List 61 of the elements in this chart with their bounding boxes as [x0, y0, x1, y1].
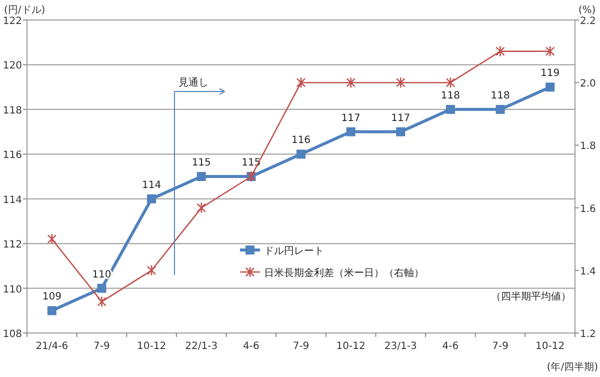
x-tick-label: 7-9 [292, 341, 310, 352]
y-tick-label: 116 [2, 150, 22, 162]
point [146, 264, 156, 276]
x-tick-label: 23/1-3 [384, 341, 417, 352]
x-tick-label: 10-12 [336, 341, 366, 352]
legend-label: 日米長期金利差（米ー日）（右軸） [264, 267, 424, 279]
point [396, 76, 406, 88]
point [196, 202, 206, 214]
y2-tick-label: 1.6 [580, 204, 596, 215]
x-tick-label: 7-9 [492, 341, 508, 352]
x-tick-label: 7-9 [94, 341, 110, 352]
data-label: 118 [490, 90, 510, 102]
data-label: 114 [142, 180, 162, 191]
point [496, 104, 505, 114]
data-label: 119 [540, 68, 560, 80]
annotation: （四半期平均値） [491, 290, 571, 302]
y2-tick-label: 2.2 [580, 16, 596, 27]
legend-label: ドル円レート [264, 246, 324, 257]
data-label: 117 [341, 112, 360, 124]
point [296, 76, 306, 88]
x-tick-label: 10-12 [137, 341, 166, 352]
point [97, 296, 106, 308]
point [196, 172, 206, 181]
x-axis-title: (年/四半期) [546, 361, 598, 373]
y2-tick-label: 1.4 [580, 266, 596, 278]
data-label: 118 [440, 90, 460, 102]
point [346, 76, 356, 88]
point [446, 104, 455, 114]
y-tick-label: 122 [2, 16, 22, 27]
y-tick-label: 112 [2, 240, 22, 251]
y2-tick-label: 1.2 [580, 329, 596, 340]
point [296, 150, 306, 159]
data-label: 116 [291, 135, 311, 146]
y2-tick-label: 1.8 [580, 141, 596, 152]
x-tick-label: 4-6 [442, 341, 459, 352]
point [97, 284, 106, 293]
y2-tick-label: 2.0 [580, 78, 596, 90]
point [446, 76, 456, 88]
y-axis-title: (円/ドル) [4, 5, 46, 16]
point [346, 127, 356, 136]
x-tick-label: 10-12 [536, 341, 565, 352]
data-label: 115 [192, 158, 211, 168]
y-tick-label: 114 [2, 194, 22, 206]
annotation: 見通し [178, 76, 208, 89]
point [147, 194, 156, 204]
point [545, 46, 555, 57]
y2-axis-title: (%) [578, 5, 596, 16]
point [47, 233, 57, 245]
y-tick-label: 108 [2, 329, 22, 340]
x-tick-label: 4-6 [243, 341, 260, 352]
y-tick-label: 118 [2, 105, 22, 116]
x-tick-label: 21/4-6 [36, 341, 68, 352]
point [496, 46, 505, 57]
y-tick-label: 110 [2, 284, 22, 296]
x-tick-label: 22/1-3 [185, 341, 218, 352]
data-label: 117 [391, 112, 410, 124]
y-tick-label: 120 [2, 60, 22, 72]
data-label: 109 [42, 292, 62, 303]
point [546, 82, 555, 92]
point [396, 127, 406, 136]
point [47, 306, 56, 316]
